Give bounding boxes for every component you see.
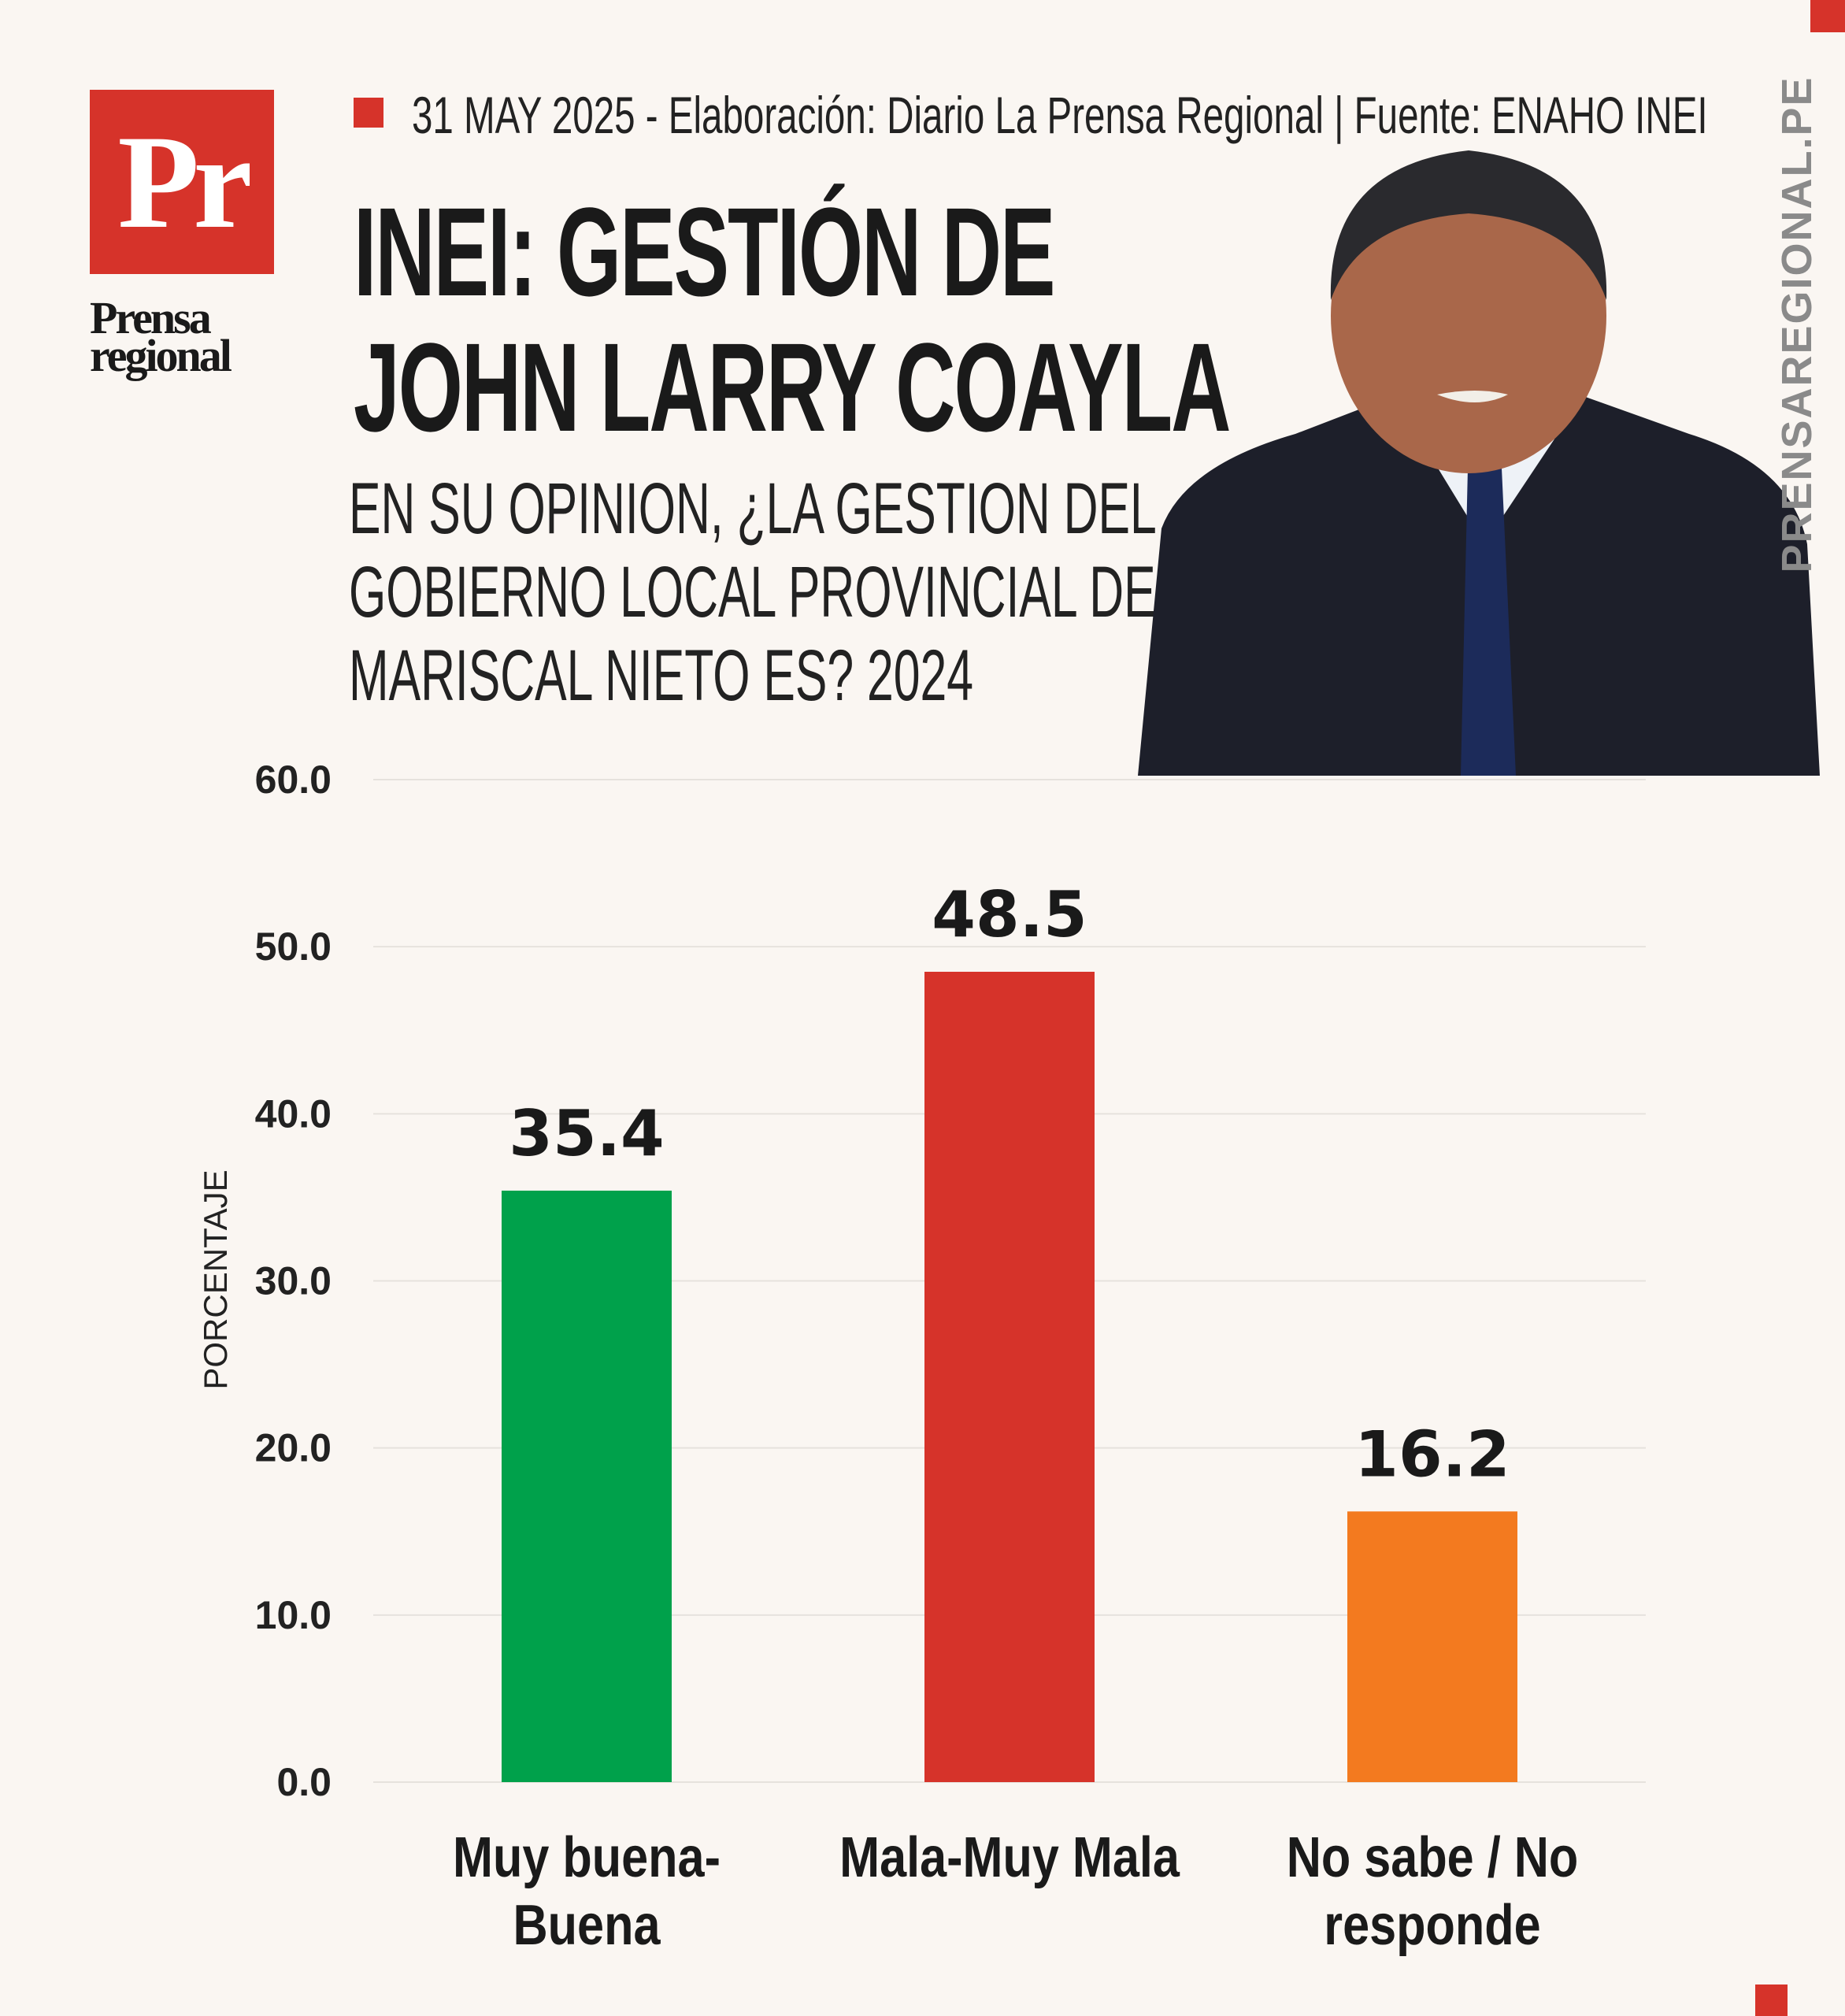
subtitle-line-3: MARISCAL NIETO ES? 2024 bbox=[349, 636, 974, 716]
y-tick-label: 0.0 bbox=[276, 1760, 332, 1804]
y-tick-label: 20.0 bbox=[255, 1426, 332, 1470]
y-tick-label: 60.0 bbox=[255, 758, 332, 802]
y-tick-label: 10.0 bbox=[255, 1593, 332, 1637]
bullet-square-icon bbox=[354, 98, 383, 128]
logo-name: Prensa regional bbox=[90, 292, 279, 381]
x-category-label: No sabe / No bbox=[1287, 1826, 1579, 1889]
bar-value-label: 48.5 bbox=[932, 878, 1087, 951]
corner-accent-top bbox=[1810, 0, 1845, 32]
subtitle-line-2: GOBIERNO LOCAL PROVINCIAL DE bbox=[349, 552, 1156, 632]
x-category-label: Muy buena- bbox=[453, 1826, 721, 1889]
bar-value-label: 35.4 bbox=[509, 1097, 664, 1170]
bar bbox=[502, 1190, 672, 1782]
x-category-label: responde bbox=[1324, 1894, 1540, 1957]
logo-name-line1: Prensa bbox=[90, 292, 212, 343]
y-tick-label: 30.0 bbox=[255, 1259, 332, 1303]
meta-line: 31 MAY 2025 - Elaboración: Diario La Pre… bbox=[412, 86, 1708, 144]
x-category-label: Mala-Muy Mala bbox=[839, 1826, 1180, 1889]
bar bbox=[1347, 1511, 1517, 1782]
x-category-label: Buena bbox=[513, 1894, 661, 1957]
bar bbox=[924, 971, 1095, 1782]
subtitle-line-1: EN SU OPINION, ¿LA GESTION DEL bbox=[349, 469, 1157, 549]
y-tick-label: 40.0 bbox=[255, 1091, 332, 1136]
portrait-photo bbox=[1138, 150, 1820, 776]
title-line-1: INEI: GESTIÓN DE bbox=[354, 181, 1055, 322]
y-axis-label: PORCENTAJE bbox=[197, 1169, 234, 1389]
y-tick-label: 50.0 bbox=[255, 925, 332, 969]
logo-letters: Pr bbox=[117, 108, 252, 256]
bar-value-label: 16.2 bbox=[1354, 1418, 1510, 1491]
corner-accent-bottom bbox=[1755, 1984, 1788, 2016]
logo-name-line2: regional bbox=[90, 330, 232, 381]
title-line-2: JOHN LARRY COAYLA bbox=[354, 317, 1231, 458]
logo bbox=[90, 90, 274, 274]
